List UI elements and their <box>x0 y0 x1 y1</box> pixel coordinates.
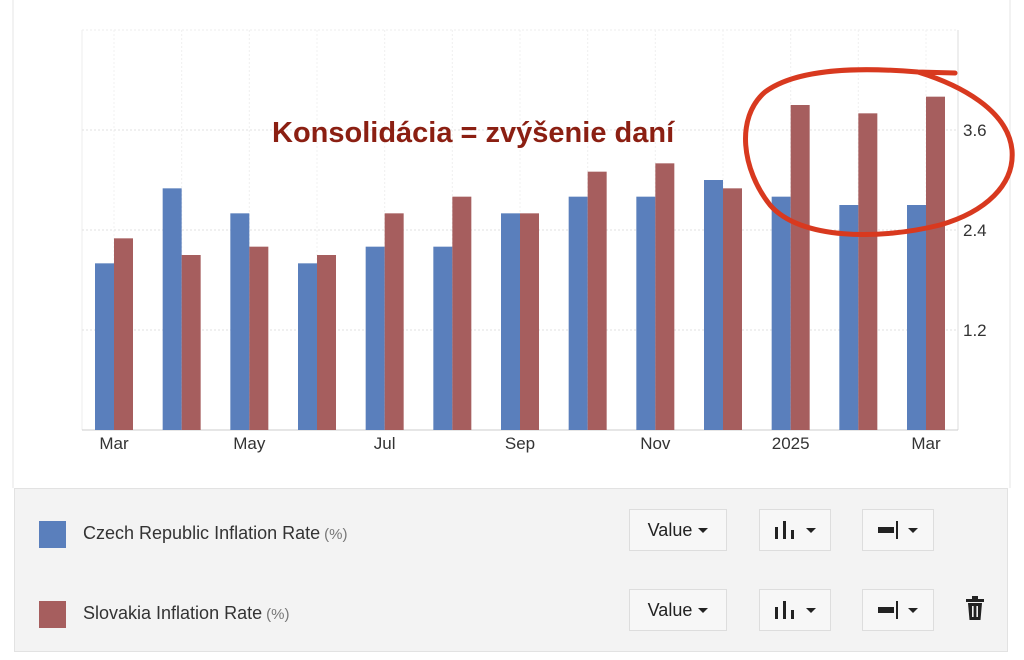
bar-slovakia <box>858 113 878 430</box>
chart-type-dropdown[interactable] <box>759 509 831 551</box>
x-tick-label: Nov <box>640 434 671 453</box>
series-panel: Czech Republic Inflation Rate (%) Value S… <box>14 488 1008 652</box>
caret-down-icon <box>806 607 816 613</box>
axis-dropdown[interactable] <box>862 589 934 631</box>
bar-slovakia <box>926 96 945 431</box>
bar-czech <box>365 246 385 430</box>
caret-down-icon <box>698 607 709 613</box>
series-row-czech: Czech Republic Inflation Rate (%) Value <box>15 489 1007 551</box>
value-label: Value <box>647 599 693 620</box>
highlight-circle <box>743 67 1015 237</box>
bar-czech <box>501 213 520 430</box>
value-label: Value <box>647 519 693 540</box>
slovakia-series-label: Slovakia Inflation Rate (%) <box>83 603 289 624</box>
value-dropdown[interactable]: Value <box>629 509 727 551</box>
bar-czech <box>298 263 317 430</box>
bar-slovakia <box>790 105 810 430</box>
czech-series-label: Czech Republic Inflation Rate (%) <box>83 523 347 544</box>
bar-slovakia <box>655 163 675 431</box>
x-tick-label: Mar <box>99 434 129 453</box>
bar-chart-icon <box>775 521 794 539</box>
slovakia-color-swatch <box>39 601 66 628</box>
y-tick-label: 2.4 <box>963 221 987 240</box>
bar-czech <box>433 246 453 430</box>
y-tick-label: 3.6 <box>963 121 987 140</box>
series-name: Czech Republic Inflation Rate <box>83 523 321 543</box>
x-tick-label: 2025 <box>772 434 810 453</box>
bar-slovakia <box>114 238 133 430</box>
bar-slovakia <box>317 255 336 430</box>
series-unit: (%) <box>324 526 348 543</box>
caret-down-icon <box>806 527 816 533</box>
bar-czech <box>162 188 182 430</box>
value-dropdown[interactable]: Value <box>629 589 727 631</box>
bar-czech <box>839 205 859 430</box>
x-tick-label: May <box>233 434 266 453</box>
bar-slovakia <box>723 188 742 430</box>
series-row-slovakia: Slovakia Inflation Rate (%) Value <box>15 569 1007 631</box>
series-name: Slovakia Inflation Rate <box>83 603 263 623</box>
x-tick-label: Jul <box>374 434 396 453</box>
chart-type-dropdown[interactable] <box>759 589 831 631</box>
bar-slovakia <box>587 171 607 430</box>
axis-dropdown[interactable] <box>862 509 934 551</box>
x-tick-label: Sep <box>505 434 535 453</box>
bar-czech <box>95 263 114 430</box>
series-unit: (%) <box>266 606 290 623</box>
x-tick-label: Mar <box>911 434 941 453</box>
annotation-text: Konsolidácia = zvýšenie daní <box>272 117 675 149</box>
caret-down-icon <box>698 527 709 533</box>
bar-slovakia <box>249 246 269 430</box>
bar-chart: 1.2 2.4 3.6 Mar May Jul Sep Nov 2025 Mar Konsolidá… <box>12 0 1015 488</box>
bar-slovakia <box>181 255 201 430</box>
caret-down-icon <box>908 527 918 533</box>
czech-color-swatch <box>39 521 66 548</box>
bar-slovakia <box>384 213 404 430</box>
caret-down-icon <box>908 607 918 613</box>
trash-icon[interactable] <box>965 595 985 621</box>
bar-slovakia <box>520 213 539 430</box>
bar-czech <box>230 213 250 430</box>
bar-czech <box>704 180 723 430</box>
axis-side-icon <box>878 521 898 539</box>
bar-slovakia <box>452 196 472 430</box>
bar-chart-icon <box>775 601 794 619</box>
bar-czech <box>907 205 926 430</box>
axis-side-icon <box>878 601 898 619</box>
bar-czech <box>771 196 791 430</box>
y-tick-label: 1.2 <box>963 321 987 340</box>
bar-czech <box>636 196 656 430</box>
bar-czech <box>568 196 588 430</box>
